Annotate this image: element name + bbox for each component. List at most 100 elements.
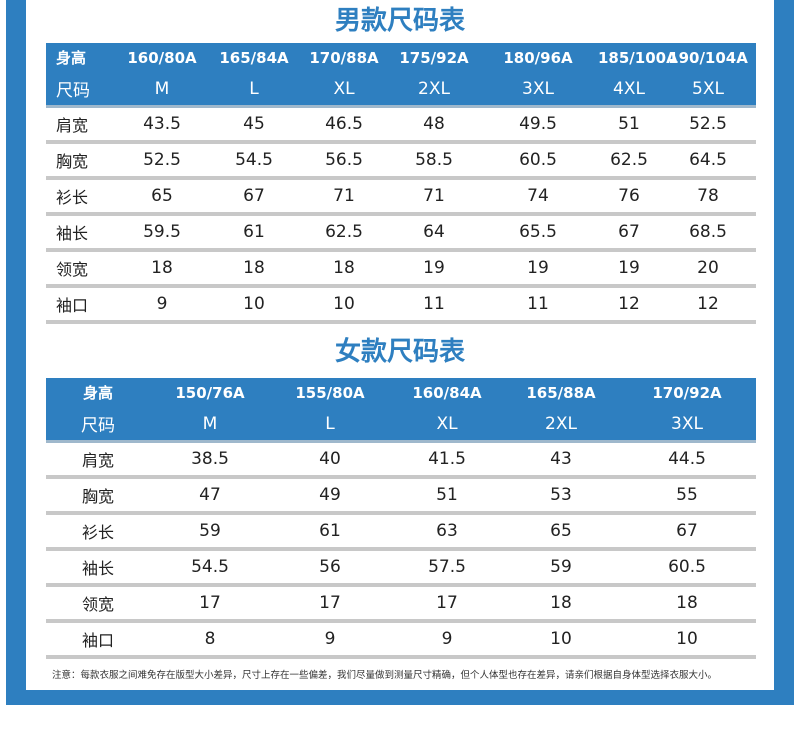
table-cell: M [114,72,210,108]
height-header-row: 身高 150/76A 155/80A 160/84A 165/88A 170/92A [46,378,756,407]
table-cell: 62.5 [598,142,660,180]
women-size-chart-title: 女款尺码表 [334,337,465,367]
table-row: 袖口 9 10 10 11 11 12 12 [46,286,756,324]
table-cell: L [210,72,298,108]
table-cell: 51 [390,477,504,515]
table-cell: 60.5 [618,549,756,587]
table-cell: 9 [270,621,390,659]
sizing-note: 注意：每款衣服之间难免存在版型大小差异，尺寸上存在一些偏差，我们尽量做到测量尺寸… [52,670,718,681]
table-cell: 17 [270,585,390,623]
table-cell: 52.5 [660,106,756,144]
row-label: 袖长 [46,549,150,587]
men-size-chart-title: 男款尺码表 [334,6,465,36]
table-cell: 56 [270,549,390,587]
table-row: 胸宽 47 49 51 53 55 [46,477,756,515]
table-cell: 175/92A [390,43,478,72]
table-cell: 10 [210,286,298,324]
row-label: 袖口 [46,286,114,324]
table-cell: 12 [660,286,756,324]
table-cell: 17 [390,585,504,623]
table-cell: 165/84A [210,43,298,72]
table-cell: 67 [598,214,660,252]
row-label: 尺码 [46,72,114,108]
table-cell: 58.5 [390,142,478,180]
table-cell: 59 [504,549,618,587]
table-cell: 2XL [504,407,618,443]
table-cell: 18 [618,585,756,623]
table-cell: 51 [598,106,660,144]
table-cell: 8 [150,621,270,659]
table-cell: 165/88A [504,378,618,407]
table-cell: 49 [270,477,390,515]
table-cell: 170/92A [618,378,756,407]
table-cell: 20 [660,250,756,288]
row-label: 袖长 [46,214,114,252]
table-cell: 55 [618,477,756,515]
table-cell: 18 [504,585,618,623]
row-label: 衫长 [46,178,114,216]
row-label: 胸宽 [46,477,150,515]
row-label: 身高 [46,43,114,72]
table-cell: 54.5 [210,142,298,180]
table-cell: 57.5 [390,549,504,587]
size-header-row: 尺码 M L XL 2XL 3XL 4XL 5XL [46,72,756,108]
table-cell: XL [390,407,504,443]
men-size-table: 身高 160/80A 165/84A 170/88A 175/92A 180/96A 185… [46,43,756,324]
table-cell: M [150,407,270,443]
table-cell: 61 [210,214,298,252]
table-cell: 17 [150,585,270,623]
table-cell: 60.5 [478,142,598,180]
table-cell: 47 [150,477,270,515]
table-cell: 67 [618,513,756,551]
row-label: 肩宽 [46,106,114,144]
table-cell: 150/76A [150,378,270,407]
table-row: 袖长 59.5 61 62.5 64 65.5 67 68.5 [46,214,756,252]
table-cell: 65 [504,513,618,551]
table-cell: 38.5 [150,441,270,479]
table-cell: 10 [618,621,756,659]
table-cell: 76 [598,178,660,216]
table-cell: 4XL [598,72,660,108]
table-cell: 19 [478,250,598,288]
table-cell: 3XL [618,407,756,443]
row-label: 领宽 [46,250,114,288]
table-row: 衫长 59 61 63 65 67 [46,513,756,551]
table-cell: 185/100A [598,43,678,72]
table-cell: 9 [390,621,504,659]
table-row: 肩宽 43.5 45 46.5 48 49.5 51 52.5 [46,106,756,144]
table-cell: 68.5 [660,214,756,252]
row-label: 肩宽 [46,441,150,479]
table-cell: 65.5 [478,214,598,252]
table-cell: 10 [504,621,618,659]
table-cell: 43 [504,441,618,479]
table-cell: 49.5 [478,106,598,144]
table-cell: 18 [298,250,390,288]
table-cell: 53 [504,477,618,515]
table-cell: 180/96A [478,43,598,72]
row-label: 胸宽 [46,142,114,180]
table-cell: 10 [298,286,390,324]
table-cell: 160/84A [390,378,504,407]
height-header-row: 身高 160/80A 165/84A 170/88A 175/92A 180/96A 185… [46,43,756,72]
table-cell: 59 [150,513,270,551]
table-cell: 59.5 [114,214,210,252]
table-cell: 65 [114,178,210,216]
row-label: 身高 [46,378,150,407]
table-cell: 43.5 [114,106,210,144]
row-label: 尺码 [46,407,150,443]
table-cell: 64.5 [660,142,756,180]
row-label: 领宽 [46,585,150,623]
table-cell: 44.5 [618,441,756,479]
table-row: 肩宽 38.5 40 41.5 43 44.5 [46,441,756,479]
table-cell: 18 [210,250,298,288]
table-cell: 2XL [390,72,478,108]
table-cell: 5XL [660,72,756,108]
table-cell: 40 [270,441,390,479]
table-cell: 18 [114,250,210,288]
table-cell: 41.5 [390,441,504,479]
row-label: 袖口 [46,621,150,659]
table-cell: 45 [210,106,298,144]
table-cell: 3XL [478,72,598,108]
table-cell: 46.5 [298,106,390,144]
table-cell: 11 [390,286,478,324]
